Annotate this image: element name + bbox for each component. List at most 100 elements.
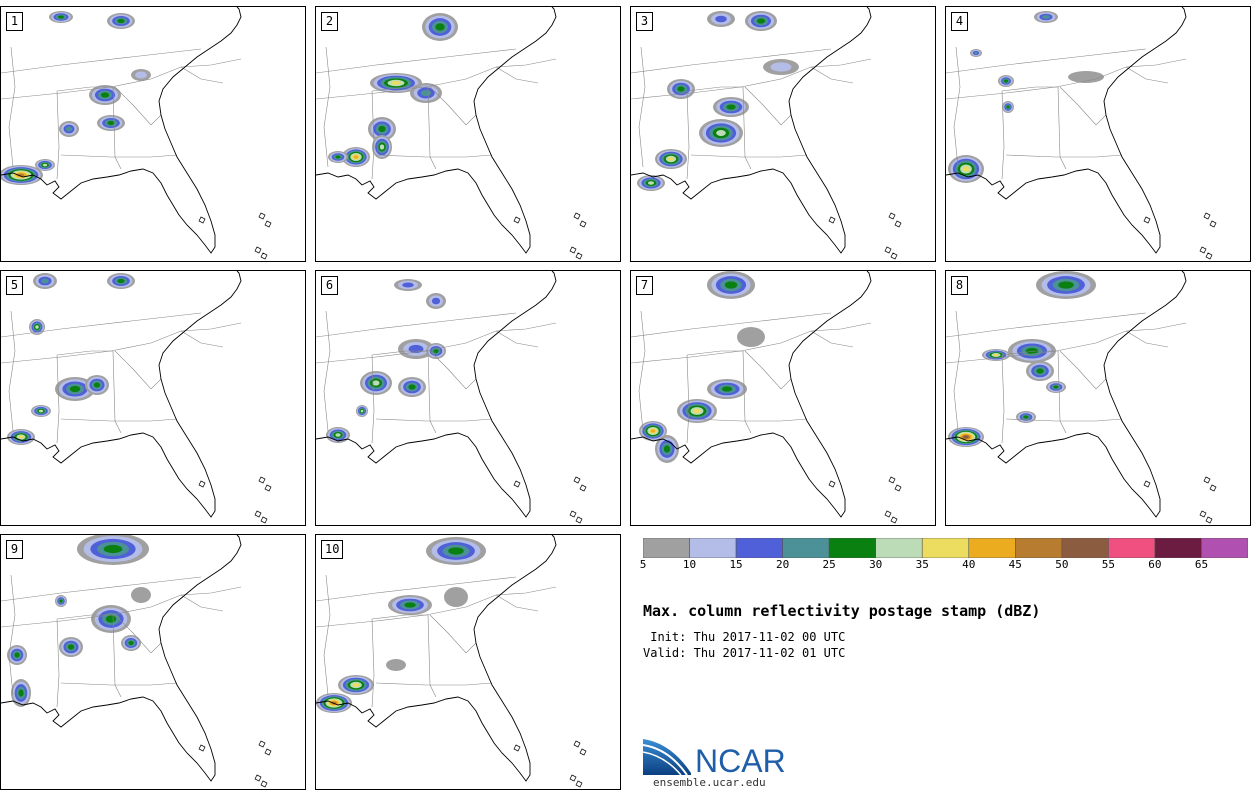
member-map: [316, 7, 587, 260]
state-border: [429, 86, 477, 126]
member-map: [631, 271, 902, 524]
member-panel: 2: [315, 6, 621, 262]
state-border: [465, 58, 557, 80]
reflectivity-cell: [335, 433, 341, 437]
reflectivity-cell: [128, 640, 134, 646]
reflectivity-cell: [386, 659, 406, 671]
colorbar-tick-label: 65: [1194, 558, 1209, 571]
island: [198, 744, 206, 752]
island: [1203, 212, 1211, 220]
colorbar-bin: [1201, 538, 1248, 558]
member-panel: 1: [0, 6, 306, 262]
svg-text:NCAR: NCAR: [695, 743, 786, 777]
state-border: [1095, 322, 1187, 344]
init-value: Thu 2017-11-02 00 UTC: [693, 630, 846, 644]
ensemble-url: ensemble.ucar.edu: [653, 776, 766, 789]
island: [569, 774, 577, 782]
state-border: [114, 614, 162, 654]
reflectivity-cell: [408, 344, 424, 354]
state-border: [1, 48, 202, 74]
reflectivity-cell: [715, 15, 727, 23]
reflectivity-cell: [448, 547, 464, 555]
state-border: [1005, 154, 1123, 158]
member-map: [316, 535, 587, 788]
state-border: [631, 78, 782, 100]
state-border: [631, 312, 832, 338]
state-border: [56, 614, 113, 620]
island: [894, 484, 902, 492]
reflectivity-cell: [372, 380, 380, 386]
state-border: [8, 46, 16, 168]
state-border: [371, 90, 375, 180]
reflectivity-cell: [677, 86, 685, 92]
member-map: [946, 7, 1217, 260]
state-border: [953, 46, 961, 168]
member-map: [631, 7, 902, 260]
island: [254, 510, 262, 518]
init-time: Init: Thu 2017-11-02 00 UTC: [643, 630, 845, 644]
member-number: 2: [321, 12, 338, 31]
reflectivity-cell: [35, 325, 39, 329]
state-border: [429, 350, 477, 390]
state-border: [686, 350, 743, 356]
ncar-logo: NCAR: [643, 739, 786, 777]
member-panel: 6: [315, 270, 621, 526]
reflectivity-cell: [993, 353, 999, 357]
valid-label: Valid:: [643, 646, 687, 660]
island: [264, 484, 272, 492]
coastline: [316, 271, 557, 518]
state-border: [60, 418, 178, 422]
reflectivity-cell: [962, 166, 970, 172]
island: [258, 476, 266, 484]
state-border: [1, 78, 152, 100]
state-border: [375, 154, 493, 158]
colorbar-tick-label: 30: [869, 558, 883, 571]
reflectivity-cell: [693, 408, 701, 414]
reflectivity-cell: [1025, 347, 1039, 355]
state-border: [1125, 66, 1169, 84]
island: [1143, 216, 1151, 224]
colorbar-bin: [643, 538, 690, 558]
state-border: [375, 418, 493, 422]
reflectivity-cell: [647, 181, 655, 185]
island: [264, 748, 272, 756]
island: [579, 484, 587, 492]
reflectivity-cell: [391, 81, 401, 85]
reflectivity-cell: [1042, 15, 1050, 19]
valid-time: Valid: Thu 2017-11-02 01 UTC: [643, 646, 845, 660]
state-border: [323, 310, 331, 432]
island: [573, 740, 581, 748]
state-border: [56, 354, 60, 444]
state-border: [323, 574, 331, 696]
member-panel: 8: [945, 270, 1251, 526]
reflectivity-cell: [1036, 368, 1044, 374]
reflectivity-cell: [737, 327, 765, 347]
colorbar-tick-label: 35: [915, 558, 929, 571]
island: [828, 480, 836, 488]
island: [888, 212, 896, 220]
reflectivity-cell: [93, 382, 101, 388]
colorbar-tick-label: 5: [639, 558, 647, 571]
reflectivity-cell: [131, 587, 151, 603]
reflectivity-cell: [105, 615, 117, 623]
state-border: [638, 310, 646, 432]
state-border: [8, 574, 16, 696]
reflectivity-cell: [974, 51, 978, 55]
colorbar-tick-label: 40: [962, 558, 976, 571]
island: [888, 476, 896, 484]
state-border: [686, 354, 690, 444]
island: [890, 516, 898, 524]
state-border: [946, 312, 1147, 338]
figure-title: Max. column reflectivity postage stamp (…: [643, 602, 1041, 620]
reflectivity-cell: [431, 297, 441, 305]
state-border: [1125, 330, 1169, 348]
island: [569, 246, 577, 254]
member-panel: 7: [630, 270, 936, 526]
state-border: [150, 322, 242, 344]
state-border: [686, 86, 743, 92]
member-panel: 10: [315, 534, 621, 790]
colorbar-tick-label: 10: [682, 558, 697, 571]
reflectivity-cell: [444, 587, 468, 607]
colorbar-tick-label: 45: [1008, 558, 1022, 571]
reflectivity-cell: [107, 120, 115, 126]
